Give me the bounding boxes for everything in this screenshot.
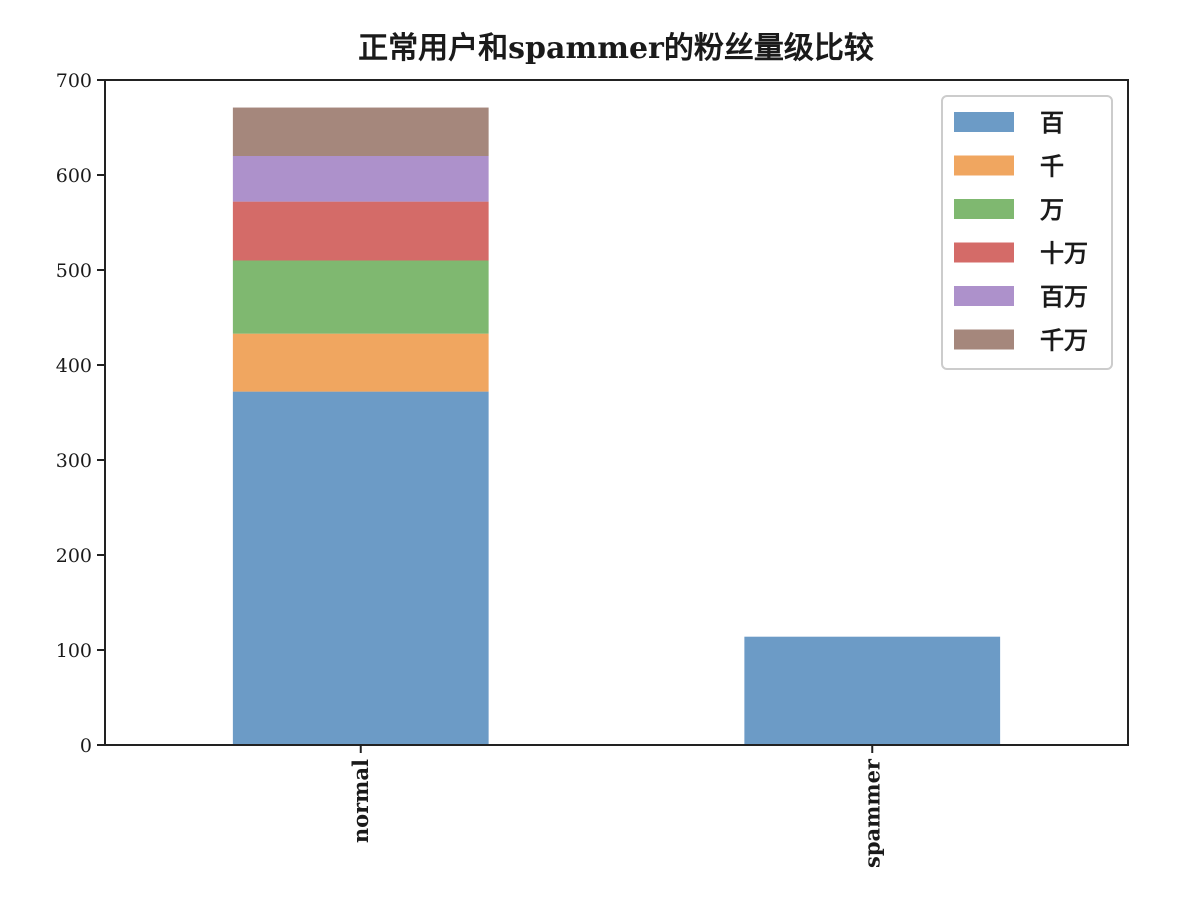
bar-normal-1	[232, 391, 489, 745]
y-tick-label: 200	[56, 545, 92, 567]
legend-swatch	[954, 155, 1014, 176]
bar-normal-2	[232, 333, 489, 392]
bar-normal-3	[232, 260, 489, 334]
y-tick-label: 500	[56, 260, 92, 282]
legend-label: 百	[1040, 108, 1064, 137]
bar-normal-6	[232, 107, 489, 156]
legend-label: 万	[1040, 195, 1064, 224]
y-tick-label: 400	[56, 355, 92, 377]
legend-swatch	[954, 112, 1014, 132]
y-tick-label: 600	[56, 165, 92, 187]
legend-swatch	[954, 286, 1014, 306]
bar-normal-5	[232, 156, 489, 202]
bars-layer	[232, 107, 1001, 745]
x-tick-label: normal	[348, 759, 373, 843]
axes-layer: 0 100 200 300 400 500 600 700 normal spammer	[56, 70, 1129, 868]
legend-swatch	[954, 199, 1014, 219]
y-tick-label: 0	[80, 735, 92, 757]
x-tick-label: spammer	[859, 758, 884, 868]
legend-swatch	[954, 242, 1014, 263]
y-tick-label: 700	[56, 70, 92, 92]
y-tick-label: 300	[56, 450, 92, 472]
bar-spammer-1	[744, 636, 1001, 745]
y-tick-label: 100	[56, 640, 92, 662]
bar-normal-4	[232, 201, 489, 261]
legend-label: 千	[1040, 152, 1064, 181]
legend-swatch	[954, 329, 1014, 350]
chart-title: 正常用户和spammer的粉丝量级比较	[358, 31, 874, 66]
legend-label: 千万	[1040, 326, 1088, 355]
legend-label: 十万	[1040, 239, 1088, 268]
plot-frame	[104, 79, 1129, 746]
legend-label: 百万	[1040, 282, 1088, 311]
